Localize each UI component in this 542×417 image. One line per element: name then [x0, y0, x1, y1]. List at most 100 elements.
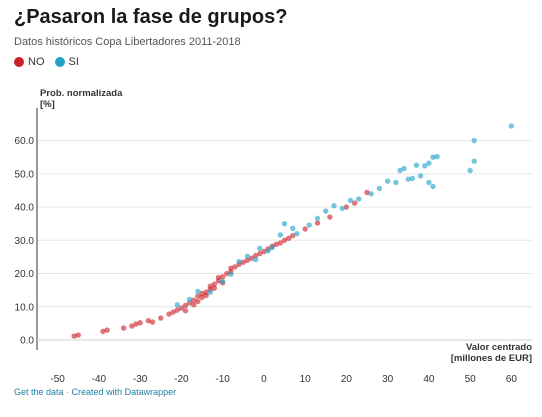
point-si[interactable]: [277, 232, 284, 238]
point-no[interactable]: [224, 270, 230, 277]
point-no[interactable]: [261, 248, 267, 255]
point-si[interactable]: [384, 178, 391, 184]
point-si[interactable]: [397, 167, 403, 174]
point-si[interactable]: [294, 230, 300, 237]
point-no[interactable]: [100, 328, 106, 335]
point-no[interactable]: [174, 307, 180, 313]
point-si[interactable]: [413, 162, 420, 168]
point-si[interactable]: [426, 160, 432, 166]
point-si[interactable]: [356, 196, 362, 202]
point-si[interactable]: [186, 296, 193, 303]
point-no[interactable]: [257, 250, 263, 257]
point-si[interactable]: [228, 271, 234, 277]
point-si[interactable]: [281, 220, 288, 227]
point-no[interactable]: [178, 305, 185, 311]
point-si[interactable]: [314, 215, 321, 222]
point-no[interactable]: [285, 235, 292, 242]
point-si[interactable]: [269, 244, 275, 251]
point-no[interactable]: [232, 264, 238, 270]
point-no[interactable]: [129, 323, 135, 329]
datawrapper-link[interactable]: Created with Datawrapper: [71, 387, 177, 397]
point-no[interactable]: [302, 226, 308, 232]
point-no[interactable]: [71, 333, 77, 339]
get-data-link[interactable]: Get the data: [14, 387, 64, 397]
point-si[interactable]: [401, 165, 407, 172]
point-si[interactable]: [376, 185, 383, 192]
point-si[interactable]: [236, 258, 242, 265]
point-no[interactable]: [191, 302, 197, 308]
point-no[interactable]: [203, 292, 209, 299]
point-si[interactable]: [368, 191, 374, 197]
y-tick-label: 50.0: [15, 169, 35, 180]
point-si[interactable]: [265, 248, 271, 254]
point-si[interactable]: [219, 278, 226, 285]
point-no[interactable]: [219, 274, 226, 280]
point-si[interactable]: [430, 154, 436, 160]
point-no[interactable]: [277, 240, 284, 246]
point-no[interactable]: [182, 308, 189, 314]
scatter-plot: 0.0 10.0 20.0 30.0 40.0 50.0 60.0 -50 -40 -30 -20…: [15, 88, 533, 385]
point-no[interactable]: [273, 241, 279, 247]
point-no[interactable]: [364, 189, 370, 196]
point-si[interactable]: [207, 289, 213, 295]
point-si[interactable]: [426, 179, 432, 186]
point-no[interactable]: [215, 274, 222, 281]
point-no[interactable]: [133, 321, 139, 327]
point-no[interactable]: [211, 285, 218, 291]
point-no[interactable]: [182, 302, 189, 309]
point-no[interactable]: [149, 319, 156, 325]
point-no[interactable]: [145, 318, 152, 324]
point-no[interactable]: [170, 309, 176, 315]
point-no[interactable]: [240, 259, 246, 265]
point-no[interactable]: [75, 332, 81, 338]
point-si[interactable]: [434, 153, 440, 160]
point-si[interactable]: [244, 253, 251, 259]
y-axis-ticks: 0.0 10.0 20.0 30.0 40.0 50.0 60.0: [15, 136, 35, 346]
point-no[interactable]: [104, 327, 110, 333]
point-no[interactable]: [158, 315, 164, 321]
point-no[interactable]: [244, 257, 251, 263]
point-no[interactable]: [137, 320, 143, 326]
point-no[interactable]: [199, 294, 205, 301]
legend-item-no[interactable]: NO: [14, 56, 45, 68]
point-si[interactable]: [290, 225, 296, 232]
point-no[interactable]: [343, 204, 350, 210]
point-no[interactable]: [195, 298, 201, 305]
point-si[interactable]: [331, 203, 337, 209]
point-no[interactable]: [211, 281, 218, 287]
point-si[interactable]: [405, 176, 411, 182]
point-si[interactable]: [306, 222, 312, 228]
point-no[interactable]: [290, 232, 296, 239]
point-no[interactable]: [314, 220, 321, 226]
point-si[interactable]: [422, 163, 428, 169]
point-no[interactable]: [199, 290, 205, 297]
point-no[interactable]: [195, 293, 201, 299]
point-no[interactable]: [228, 265, 234, 271]
legend-item-si[interactable]: SI: [54, 56, 79, 68]
point-no[interactable]: [191, 297, 197, 303]
point-si[interactable]: [467, 167, 473, 174]
point-no[interactable]: [281, 237, 288, 244]
point-si[interactable]: [417, 173, 424, 179]
point-no[interactable]: [207, 283, 213, 289]
point-si[interactable]: [471, 137, 477, 144]
point-si[interactable]: [339, 205, 345, 212]
point-si[interactable]: [252, 256, 259, 263]
point-si[interactable]: [174, 302, 180, 308]
point-si[interactable]: [393, 179, 399, 186]
point-no[interactable]: [252, 252, 259, 259]
point-si[interactable]: [195, 288, 201, 295]
point-si[interactable]: [430, 183, 436, 190]
point-si[interactable]: [471, 158, 477, 164]
point-no[interactable]: [351, 200, 358, 206]
point-si[interactable]: [257, 245, 263, 251]
point-si[interactable]: [347, 197, 354, 204]
point-no[interactable]: [248, 255, 255, 261]
point-si[interactable]: [508, 123, 515, 129]
point-no[interactable]: [327, 214, 333, 220]
point-si[interactable]: [323, 208, 329, 214]
point-no[interactable]: [120, 325, 127, 331]
chart-title: ¿Pasaron la fase de grupos?: [14, 6, 288, 28]
point-no[interactable]: [166, 311, 172, 317]
point-si[interactable]: [409, 175, 416, 182]
